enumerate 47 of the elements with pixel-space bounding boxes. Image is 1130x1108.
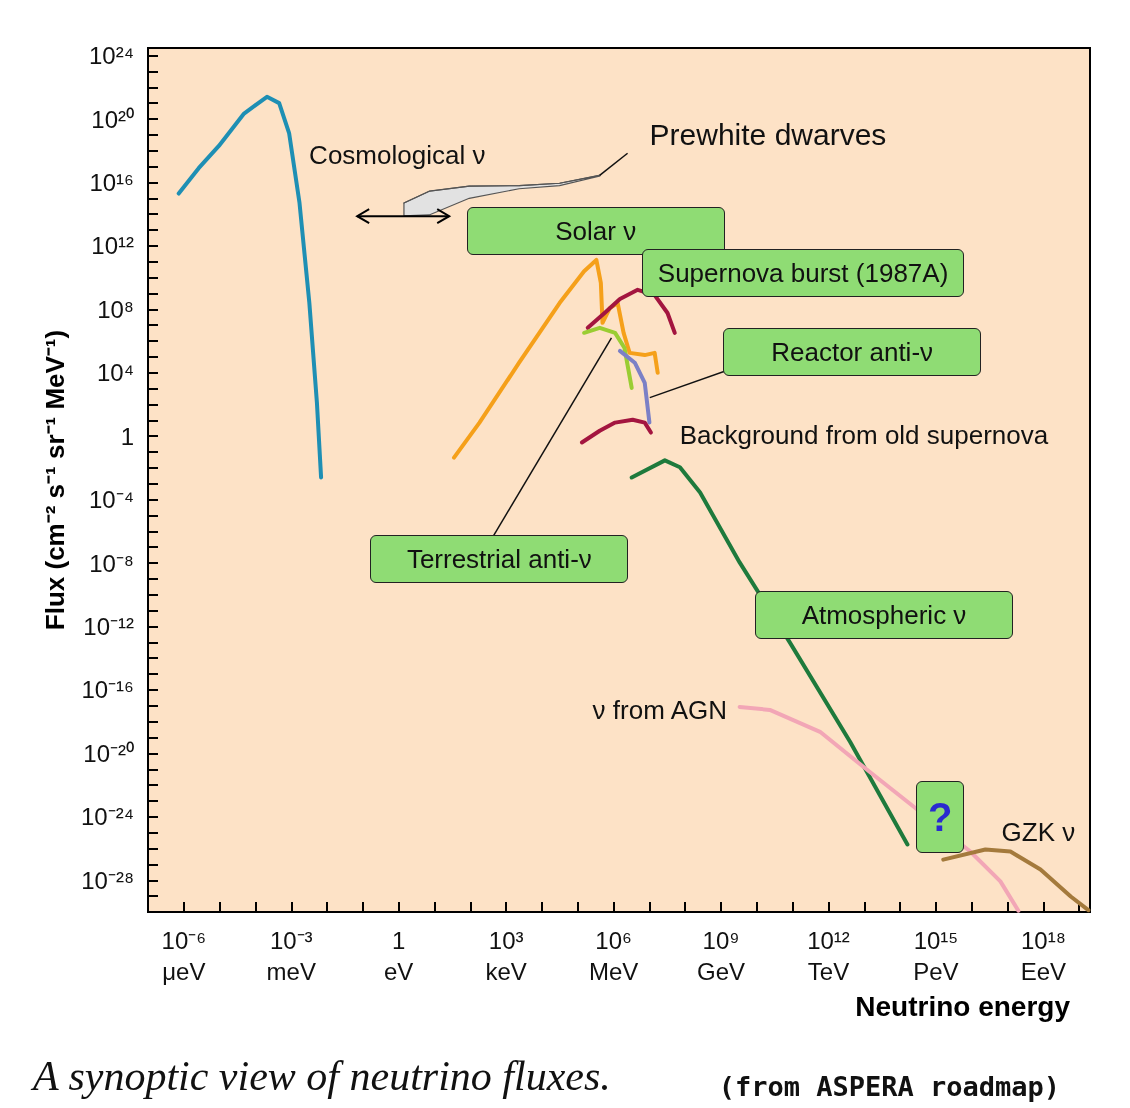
x-axis-title: Neutrino energy (855, 990, 1071, 1022)
series-label: ν from AGN (592, 694, 727, 726)
y-tick-label: 10¹⁶ (89, 168, 134, 196)
x-tick-label: 10⁹ (702, 926, 740, 954)
y-tick-label: 10⁻¹⁶ (81, 676, 134, 704)
y-tick-label: 10⁻¹² (83, 613, 134, 641)
y-tick-label: 10¹² (91, 232, 134, 260)
series-label: Solar ν (555, 215, 637, 247)
x-tick-label: 10¹⁵ (913, 926, 959, 954)
y-tick-label: 10⁻⁸ (89, 549, 134, 577)
series-label: Atmospheric ν (801, 599, 967, 631)
x-tick-label: 10⁶ (595, 926, 632, 954)
y-tick-label: 10⁻²⁰ (83, 739, 134, 767)
x-tick-label: 10⁻⁶ (161, 926, 207, 954)
y-tick-label: 10²⁰ (91, 105, 134, 133)
series-label: GZK ν (1001, 816, 1076, 848)
text: GeV (697, 958, 746, 986)
text: keV (485, 958, 527, 986)
annotation: ? (928, 794, 953, 840)
text: A synoptic view of neutrino fluxes. (30, 1053, 611, 1099)
series-label: Background from old supernova (679, 419, 1049, 451)
y-tick-label: 10⁸ (97, 295, 134, 323)
y-axis-title: Flux (cm⁻² s⁻¹ sr⁻¹ MeV⁻¹) (40, 329, 70, 631)
text: EeV (1020, 958, 1067, 986)
text: Terrestrial anti-ν (406, 543, 592, 575)
text: meV (266, 958, 316, 986)
series-label: Supernova burst (1987A) (657, 257, 949, 289)
x-tick-label: 10³ (488, 926, 524, 954)
text: TeV (807, 958, 850, 986)
x-tick-label: 10¹⁸ (1021, 926, 1066, 954)
series-label: Cosmological ν (309, 139, 486, 171)
series-label: Prewhite dwarves (649, 118, 887, 153)
text: MeV (588, 958, 639, 986)
text: μeV (162, 958, 206, 986)
y-tick-label: 10⁻²⁴ (81, 803, 134, 831)
x-tick-label: 1 (392, 926, 406, 954)
y-tick-label: 10⁴ (96, 359, 134, 387)
x-tick-label: 10¹² (807, 926, 850, 954)
y-tick-label: 10²⁴ (89, 42, 134, 70)
text: Reactor anti-ν (771, 336, 934, 368)
text: PeV (913, 958, 959, 986)
text: eV (384, 958, 414, 986)
y-tick-label: 1 (120, 422, 134, 450)
text: (from ASPERA roadmap) (718, 1071, 1060, 1102)
y-tick-label: 10⁻²⁸ (81, 866, 134, 894)
y-tick-label: 10⁻⁴ (88, 486, 134, 514)
x-tick-label: 10⁻³ (269, 926, 313, 954)
